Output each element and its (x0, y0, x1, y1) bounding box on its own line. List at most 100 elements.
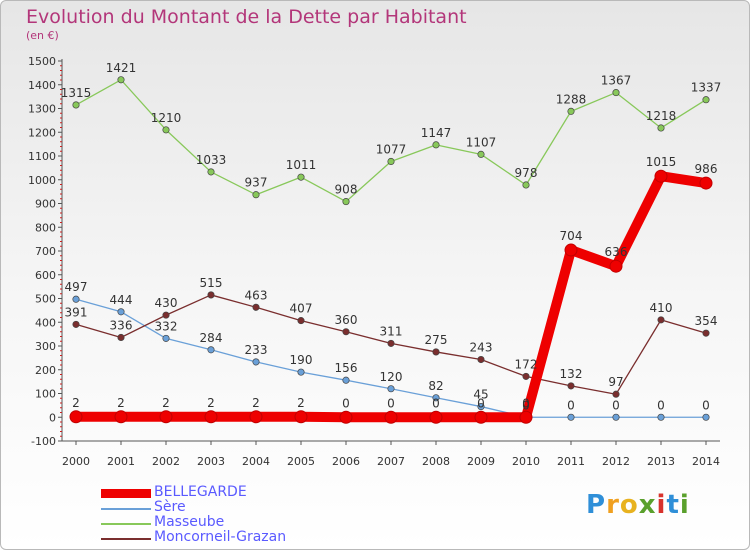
data-label-masseube: 1421 (106, 61, 137, 75)
data-label-moncorneil-grazan: 97 (608, 375, 623, 389)
data-point-moncorneil-grazan (72, 320, 80, 328)
data-label-s-re: 82 (428, 379, 443, 393)
legend-swatch-moncorneil-grazan (101, 538, 151, 540)
logo-letter: i (656, 490, 667, 520)
logo-letter: r (606, 490, 620, 520)
y-tick-label: 900 (35, 198, 56, 211)
legend-label-moncorneil-grazan: Moncorneil-Grazan (154, 529, 287, 545)
data-label-masseube: 1337 (691, 81, 722, 95)
data-point-masseube (207, 168, 215, 176)
y-tick-label: -100 (31, 435, 56, 448)
series-lines (69, 76, 713, 424)
data-point-bellegarde (429, 410, 443, 424)
data-label-s-re: 0 (567, 398, 575, 412)
data-label-moncorneil-grazan: 311 (380, 324, 403, 338)
data-label-masseube: 908 (335, 183, 358, 197)
data-point-moncorneil-grazan (432, 348, 440, 356)
data-point-moncorneil-grazan (612, 390, 620, 398)
data-label-masseube: 1147 (421, 126, 452, 140)
x-tick-label: 2014 (692, 455, 720, 468)
data-label-bellegarde: 0 (342, 396, 350, 410)
data-point-bellegarde (654, 169, 668, 183)
y-tick-label: 100 (35, 388, 56, 401)
data-point-bellegarde (519, 410, 533, 424)
data-label-moncorneil-grazan: 410 (650, 301, 673, 315)
data-point-moncorneil-grazan (207, 291, 215, 299)
legend-label-bellegarde: BELLEGARDE (154, 484, 247, 500)
data-point-masseube (612, 89, 620, 97)
data-point-bellegarde (294, 410, 308, 424)
data-point-s-re (207, 346, 215, 354)
data-label-s-re: 0 (702, 398, 710, 412)
data-label-s-re: 233 (245, 343, 268, 357)
data-point-masseube (657, 124, 665, 132)
x-tick-label: 2000 (62, 455, 90, 468)
x-tick-label: 2012 (602, 455, 630, 468)
data-label-masseube: 1077 (376, 142, 407, 156)
data-label-masseube: 1107 (466, 135, 497, 149)
data-label-bellegarde: 0 (522, 396, 530, 410)
data-point-bellegarde (609, 259, 623, 273)
chart-title: Evolution du Montant de la Dette par Hab… (26, 6, 467, 28)
x-tick-label: 2010 (512, 455, 540, 468)
data-label-moncorneil-grazan: 132 (560, 367, 583, 381)
y-tick-label: 1200 (28, 126, 56, 139)
data-point-bellegarde (564, 243, 578, 257)
data-label-masseube: 1033 (196, 153, 227, 167)
data-label-moncorneil-grazan: 515 (200, 276, 223, 290)
data-label-bellegarde: 2 (117, 396, 125, 410)
data-label-bellegarde: 2 (162, 396, 170, 410)
x-tick-label: 2007 (377, 455, 405, 468)
y-tick-label: 1400 (28, 79, 56, 92)
data-label-masseube: 1011 (286, 158, 317, 172)
data-point-moncorneil-grazan (567, 382, 575, 390)
data-point-masseube (342, 198, 350, 206)
y-tick-label: 400 (35, 316, 56, 329)
data-label-s-re: 284 (200, 331, 223, 345)
logo-letter: t (666, 490, 680, 520)
y-tick-label: 0 (49, 411, 56, 424)
data-label-masseube: 1218 (646, 109, 677, 123)
data-label-bellegarde: 0 (477, 396, 485, 410)
data-point-moncorneil-grazan (477, 355, 485, 364)
data-point-bellegarde (384, 410, 398, 424)
data-label-s-re: 444 (110, 293, 133, 307)
data-label-bellegarde: 0 (387, 396, 395, 410)
legend-label-masseube: Masseube (154, 514, 225, 530)
x-tick-label: 2001 (107, 455, 135, 468)
y-tick-label: 800 (35, 221, 56, 234)
x-tick-label: 2004 (242, 455, 270, 468)
data-point-moncorneil-grazan (657, 316, 665, 324)
data-point-s-re (117, 308, 125, 316)
x-tick-label: 2002 (152, 455, 180, 468)
data-point-moncorneil-grazan (387, 339, 395, 347)
data-point-bellegarde (204, 410, 218, 424)
data-point-bellegarde (69, 410, 83, 424)
legend-swatch-sere (101, 508, 151, 510)
data-label-moncorneil-grazan: 354 (695, 314, 718, 328)
data-point-masseube (387, 157, 395, 166)
data-point-masseube (72, 101, 80, 109)
data-label-s-re: 156 (335, 361, 358, 375)
data-point-bellegarde (249, 410, 263, 424)
data-label-s-re: 120 (380, 370, 403, 384)
data-point-s-re (72, 295, 80, 303)
data-label-bellegarde: 0 (432, 396, 440, 410)
chart-subtitle: (en €) (26, 29, 59, 42)
y-tick-label: 500 (35, 293, 56, 306)
data-point-bellegarde (114, 410, 128, 424)
data-point-moncorneil-grazan (522, 372, 530, 380)
data-point-masseube (702, 96, 710, 104)
data-point-s-re (702, 413, 710, 421)
y-tick-label: 1500 (28, 55, 56, 68)
data-point-masseube (432, 141, 440, 149)
y-tick-label: 200 (35, 364, 56, 377)
data-label-bellegarde: 2 (207, 396, 215, 410)
data-point-masseube (117, 76, 125, 84)
data-label-bellegarde: 2 (72, 396, 80, 410)
data-label-s-re: 0 (612, 398, 620, 412)
data-point-s-re (252, 358, 260, 366)
data-label-bellegarde: 636 (605, 245, 628, 259)
y-tick-label: 1300 (28, 103, 56, 116)
logo-letter: x (638, 490, 657, 520)
